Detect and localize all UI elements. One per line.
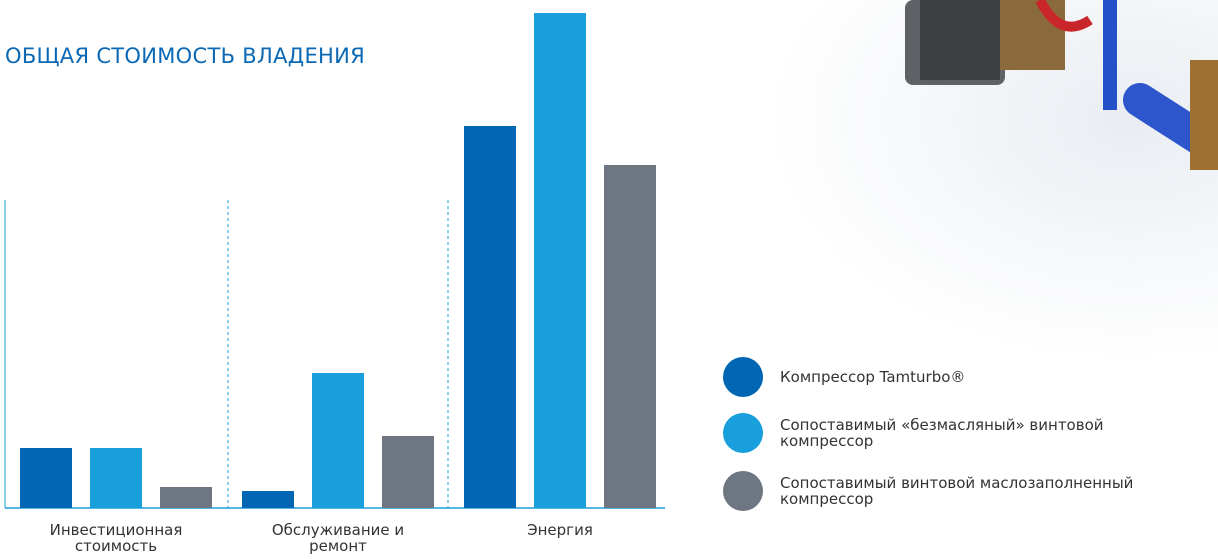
bar bbox=[312, 373, 364, 508]
bar bbox=[242, 491, 294, 508]
legend-label: Сопоставимый «безмасляный» винтовой комп… bbox=[780, 416, 1104, 450]
legend-label: Сопоставимый винтовой маслозаполненный к… bbox=[780, 474, 1134, 508]
bar bbox=[464, 126, 516, 508]
x-tick-label: Обслуживание и ремонт bbox=[271, 521, 405, 555]
bar bbox=[534, 13, 586, 508]
legend-marker bbox=[723, 471, 763, 511]
x-tick-label: Инвестиционная стоимость bbox=[49, 521, 183, 555]
bar bbox=[160, 487, 212, 508]
bar bbox=[382, 436, 434, 508]
legend-marker bbox=[723, 357, 763, 397]
x-tick-label: Энергия bbox=[527, 521, 593, 539]
bar bbox=[604, 165, 656, 508]
bar bbox=[20, 448, 72, 508]
compressor-image bbox=[905, 0, 1218, 170]
legend-label: Компрессор Tamturbo® bbox=[780, 368, 966, 386]
legend-marker bbox=[723, 413, 763, 453]
chart-title: ОБЩАЯ СТОИМОСТЬ ВЛАДЕНИЯ bbox=[5, 44, 366, 68]
bar bbox=[90, 448, 142, 508]
